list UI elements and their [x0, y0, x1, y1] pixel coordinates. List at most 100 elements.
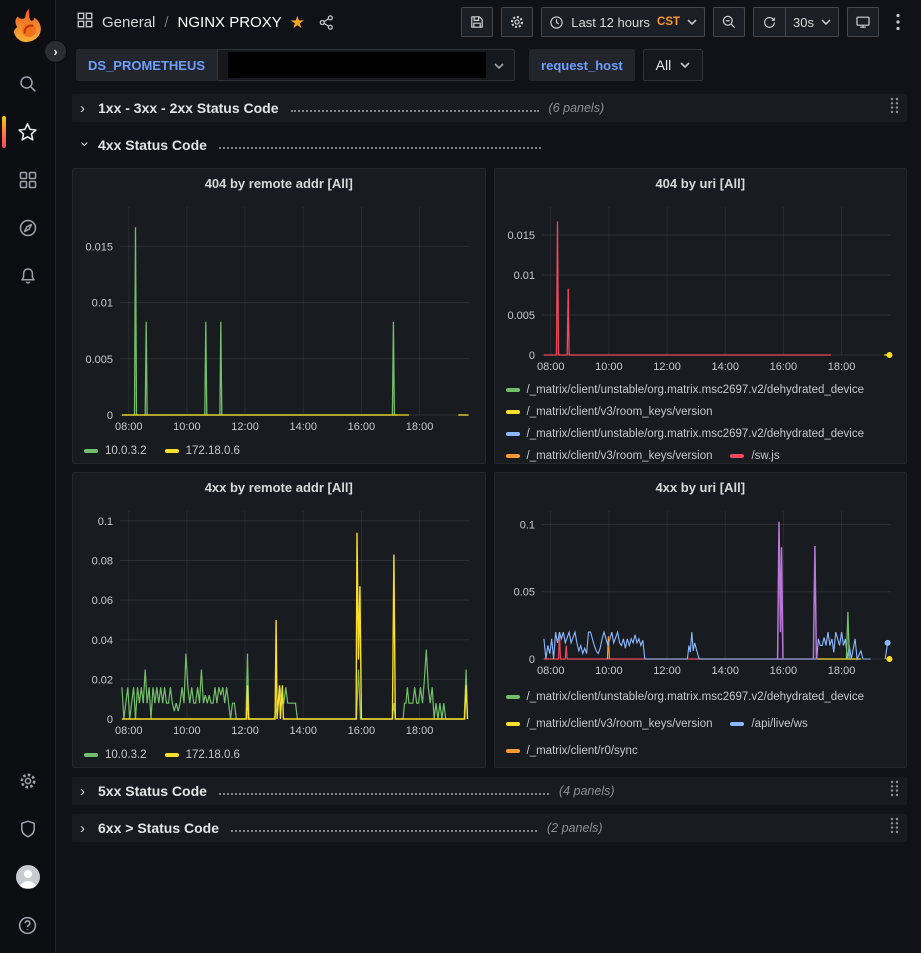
legend-item[interactable]: /_matrix/client/v3/room_keys/version [506, 450, 713, 462]
bell-icon [18, 266, 38, 286]
legend-item[interactable]: 10.0.3.2 [84, 749, 147, 761]
row-4xx[interactable]: › 4xx Status Code [72, 131, 907, 159]
request-host-value: All [656, 57, 672, 73]
y-axis-tick: 0.1 [98, 516, 113, 528]
row-drag-handle-icon[interactable] [889, 817, 899, 839]
panel-4xx-by-uri: 4xx by uri [All] 08:0010:0012:0014:0016:… [494, 472, 908, 768]
refresh-button[interactable] [753, 7, 785, 37]
legend-swatch [84, 753, 98, 757]
favorite-star-icon[interactable]: ★ [290, 14, 305, 31]
y-axis-tick: 0.1 [519, 519, 534, 531]
variable-datasource: DS_PROMETHEUS [76, 49, 515, 81]
share-button[interactable] [313, 8, 341, 36]
legend-swatch [506, 695, 520, 699]
variable-request-host: request_host [529, 49, 635, 81]
panel-title[interactable]: 4xx by remote addr [All] [80, 473, 478, 501]
legend-row: /_matrix/client/unstable/org.matrix.msc2… [506, 423, 896, 445]
dashboard-settings-button[interactable] [501, 7, 533, 37]
legend-label: /_matrix/client/v3/room_keys/version [527, 450, 713, 462]
panel-grid: 404 by remote addr [All] 08:0010:0012:00… [72, 168, 907, 768]
x-axis-tick: 10:00 [173, 725, 201, 737]
refresh-icon [762, 15, 777, 30]
chevron-right-icon: › [80, 783, 90, 800]
sidebar-item-search[interactable] [0, 60, 56, 108]
timeseries-chart[interactable]: 08:0010:0012:0014:0016:0018:0000.0050.01… [80, 197, 477, 437]
timeseries-chart[interactable]: 08:0010:0012:0014:0016:0018:0000.020.040… [80, 501, 477, 741]
legend-item[interactable]: /_matrix/client/v3/room_keys/version [506, 718, 713, 730]
x-axis-tick: 16:00 [769, 361, 797, 373]
sidebar-item-server-admin[interactable] [0, 805, 56, 853]
x-axis-tick: 12:00 [653, 361, 681, 373]
chart-legend: /_matrix/client/unstable/org.matrix.msc2… [502, 377, 900, 464]
row-drag-handle-icon[interactable] [889, 97, 899, 119]
series-point [884, 640, 890, 646]
row-5xx[interactable]: › 5xx Status Code (4 panels) [72, 777, 907, 805]
legend-label: /_matrix/client/v3/room_keys/version [527, 406, 713, 418]
row-1xx-3xx-2xx[interactable]: › 1xx - 3xx - 2xx Status Code (6 panels) [72, 94, 907, 122]
panel-title[interactable]: 404 by uri [All] [502, 169, 900, 197]
series-line [543, 632, 814, 659]
datasource-value-redacted [228, 52, 486, 78]
legend-swatch [730, 722, 744, 726]
clock-icon [549, 15, 564, 30]
row-6xx[interactable]: › 6xx > Status Code (2 panels) [72, 814, 907, 842]
request-host-variable-label[interactable]: request_host [529, 49, 635, 81]
refresh-interval-label: 30s [793, 15, 814, 30]
panel-title[interactable]: 4xx by uri [All] [502, 473, 900, 501]
x-axis-tick: 08:00 [115, 421, 143, 433]
sidebar-item-explore[interactable] [0, 204, 56, 252]
dotted-leader [291, 100, 539, 112]
breadcrumb-folder[interactable]: General [102, 14, 155, 31]
breadcrumb-separator: / [164, 14, 168, 31]
sidebar [0, 0, 56, 953]
legend-swatch [506, 454, 520, 458]
legend-item[interactable]: /_matrix/client/unstable/org.matrix.msc2… [506, 384, 865, 396]
apps-grid-icon [18, 170, 38, 190]
legend-item[interactable]: 172.18.0.6 [165, 445, 240, 457]
time-range-picker[interactable]: Last 12 hours CST [541, 7, 705, 37]
sidebar-item-dashboards[interactable] [0, 156, 56, 204]
y-axis-tick: 0.005 [507, 310, 535, 322]
sidebar-item-help[interactable] [0, 901, 56, 949]
page-title[interactable]: NGINX PROXY [178, 14, 282, 31]
sidebar-item-alerting[interactable] [0, 252, 56, 300]
timeseries-chart[interactable]: 08:0010:0012:0014:0016:0018:0000.0050.01… [502, 197, 899, 377]
legend-item[interactable]: 172.18.0.6 [165, 749, 240, 761]
row-drag-handle-icon[interactable] [889, 780, 899, 802]
request-host-value-dropdown[interactable]: All [643, 49, 704, 81]
legend-item[interactable]: 10.0.3.2 [84, 445, 147, 457]
sidebar-item-starred[interactable] [0, 108, 56, 156]
sidebar-item-configuration[interactable] [0, 757, 56, 805]
sidebar-expand-button[interactable]: › [44, 40, 67, 63]
y-axis-tick: 0 [107, 410, 113, 422]
grafana-logo[interactable] [11, 8, 45, 44]
variables-bar: DS_PROMETHEUS request_host All [56, 44, 921, 92]
zoom-out-button[interactable] [713, 7, 745, 37]
legend-label: /_matrix/client/v3/room_keys/version [527, 718, 713, 730]
x-axis-tick: 12:00 [653, 665, 681, 677]
save-button[interactable] [461, 7, 493, 37]
chevron-down-icon [687, 19, 697, 25]
legend-item[interactable]: /_matrix/client/v3/room_keys/version [506, 406, 713, 418]
x-axis-tick: 08:00 [536, 665, 564, 677]
chevron-right-icon: › [80, 100, 90, 117]
chevron-down-icon [680, 62, 690, 68]
panel-404-by-uri: 404 by uri [All] 08:0010:0012:0014:0016:… [494, 168, 908, 464]
more-options-button[interactable] [887, 7, 909, 37]
datasource-variable-label[interactable]: DS_PROMETHEUS [76, 49, 217, 81]
refresh-interval-dropdown[interactable]: 30s [785, 7, 839, 37]
y-axis-tick: 0 [107, 714, 113, 726]
legend-item[interactable]: /_matrix/client/unstable/org.matrix.msc2… [506, 428, 865, 440]
timeseries-chart[interactable]: 08:0010:0012:0014:0016:0018:0000.050.1 [502, 501, 899, 681]
legend-item[interactable]: /api/live/ws [730, 718, 807, 730]
panel-title[interactable]: 404 by remote addr [All] [80, 169, 478, 197]
legend-row: /_matrix/client/r0/sync [506, 737, 896, 764]
legend-item[interactable]: /sw.js [730, 450, 779, 462]
tv-mode-button[interactable] [847, 7, 879, 37]
datasource-variable-value-dropdown[interactable] [217, 49, 515, 81]
legend-label: 172.18.0.6 [186, 749, 240, 761]
legend-swatch [165, 449, 179, 453]
legend-item[interactable]: /_matrix/client/r0/sync [506, 745, 638, 757]
legend-item[interactable]: /_matrix/client/unstable/org.matrix.msc2… [506, 691, 865, 703]
sidebar-item-profile[interactable] [0, 853, 56, 901]
